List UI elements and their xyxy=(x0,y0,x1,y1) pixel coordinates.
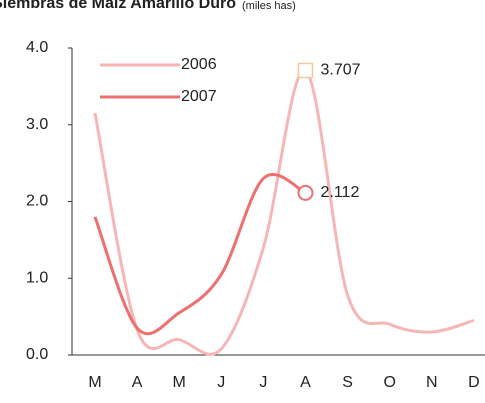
series-line xyxy=(93,173,307,336)
x-tick-label: M xyxy=(173,374,186,391)
x-tick-label: O xyxy=(383,374,395,391)
x-tick-label: J xyxy=(259,374,267,391)
chart-title: Siembras de Maíz Amarillo Duro xyxy=(0,0,236,12)
series-line xyxy=(93,68,475,356)
data-label: 3.707 xyxy=(321,62,361,79)
y-tick-label: 3.0 xyxy=(26,116,48,133)
legend-label: 2006 xyxy=(181,56,217,73)
chart-subtitle: (miles has) xyxy=(242,0,296,12)
x-tick-label: S xyxy=(342,374,353,391)
legend-label: 2007 xyxy=(181,88,217,105)
y-tick-label: 4.0 xyxy=(26,39,48,56)
x-tick-label: A xyxy=(300,374,311,391)
x-tick-label: D xyxy=(468,374,480,391)
y-tick-label: 1.0 xyxy=(26,269,48,286)
x-tick-label: N xyxy=(426,374,438,391)
y-tick-label: 2.0 xyxy=(26,193,48,210)
y-tick-label: 0.0 xyxy=(26,346,48,363)
point-marker xyxy=(297,184,314,201)
data-label: 2.112 xyxy=(321,184,360,201)
x-tick-label: M xyxy=(88,374,101,391)
x-tick-label: A xyxy=(132,374,143,391)
point-marker xyxy=(297,62,314,79)
x-tick-label: J xyxy=(217,374,225,391)
